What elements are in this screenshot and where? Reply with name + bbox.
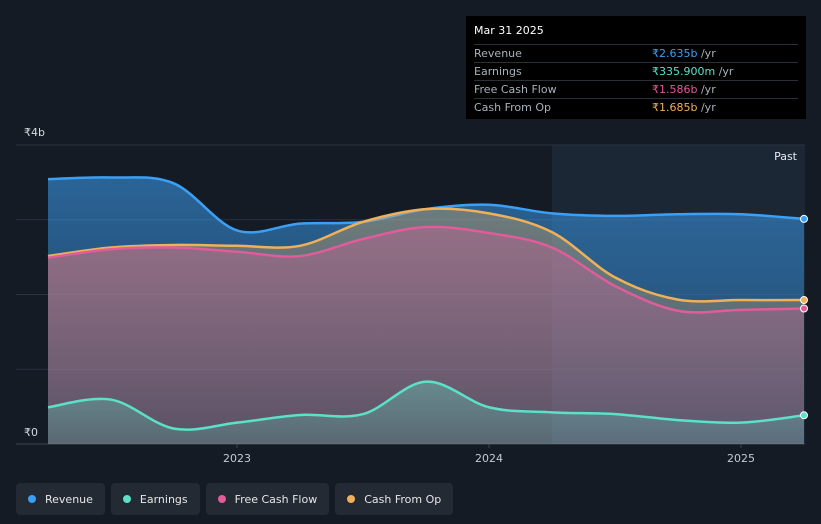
tooltip-unit: /yr	[697, 101, 716, 114]
tooltip-label: Revenue	[474, 47, 522, 60]
endpoint-earnings	[800, 411, 808, 420]
line-cash-from-op	[47, 207, 805, 303]
endpoint-revenue	[800, 214, 808, 223]
legend: Revenue Earnings Free Cash Flow Cash Fro…	[16, 483, 454, 515]
tooltip-row-free-cash-flow: Free Cash Flow ₹1.586b /yr	[474, 80, 798, 98]
endpoint-cash-from-op	[800, 296, 808, 305]
tooltip-row-revenue: Revenue ₹2.635b /yr	[474, 44, 798, 62]
tooltip-row-cash-from-op: Cash From Op ₹1.685b /yr	[474, 98, 798, 116]
area-earnings	[48, 381, 804, 444]
tooltip-label: Free Cash Flow	[474, 83, 557, 96]
x-tick-label: 2023	[223, 452, 251, 465]
past-label: Past	[774, 150, 798, 163]
x-tick-label: 2024	[475, 452, 503, 465]
legend-label: Cash From Op	[364, 492, 442, 506]
tooltip-unit: /yr	[697, 47, 716, 60]
tooltip-value: ₹2.635b	[652, 47, 698, 60]
endpoint-free-cash-flow	[800, 304, 808, 313]
legend-dot-icon	[28, 495, 36, 503]
area-free-cash-flow	[48, 226, 804, 444]
tooltip-unit: /yr	[715, 65, 734, 78]
tooltip-value: ₹1.586b	[652, 83, 698, 96]
tooltip-value: ₹1.685b	[652, 101, 698, 114]
y-tick-label-top: ₹4b	[24, 126, 45, 139]
line-earnings	[47, 380, 805, 431]
tooltip-unit: /yr	[697, 83, 716, 96]
legend-dot-icon	[122, 495, 131, 503]
x-tick-label: 2025	[727, 452, 755, 465]
tooltip-value: ₹335.900m	[652, 65, 716, 78]
legend-label: Revenue	[45, 492, 93, 506]
legend-dot-icon	[347, 495, 356, 503]
y-tick-label-bottom: ₹0	[24, 426, 38, 439]
legend-item-cash-from-op[interactable]: Cash From Op	[335, 483, 454, 515]
legend-label: Earnings	[139, 492, 188, 506]
legend-label: Free Cash Flow	[234, 492, 318, 506]
legend-item-revenue[interactable]: Revenue	[16, 483, 105, 515]
tooltip-label: Earnings	[474, 65, 522, 78]
tooltip-row-earnings: Earnings ₹335.900m /yr	[474, 62, 798, 80]
tooltip-label: Cash From Op	[474, 101, 552, 114]
legend-item-earnings[interactable]: Earnings	[110, 483, 200, 515]
tooltip: Mar 31 2025 Revenue ₹2.635b /yr Earnings…	[466, 16, 806, 119]
line-free-cash-flow	[47, 225, 805, 314]
legend-dot-icon	[217, 495, 226, 503]
legend-item-free-cash-flow[interactable]: Free Cash Flow	[205, 483, 330, 515]
tooltip-date: Mar 31 2025	[474, 24, 544, 37]
